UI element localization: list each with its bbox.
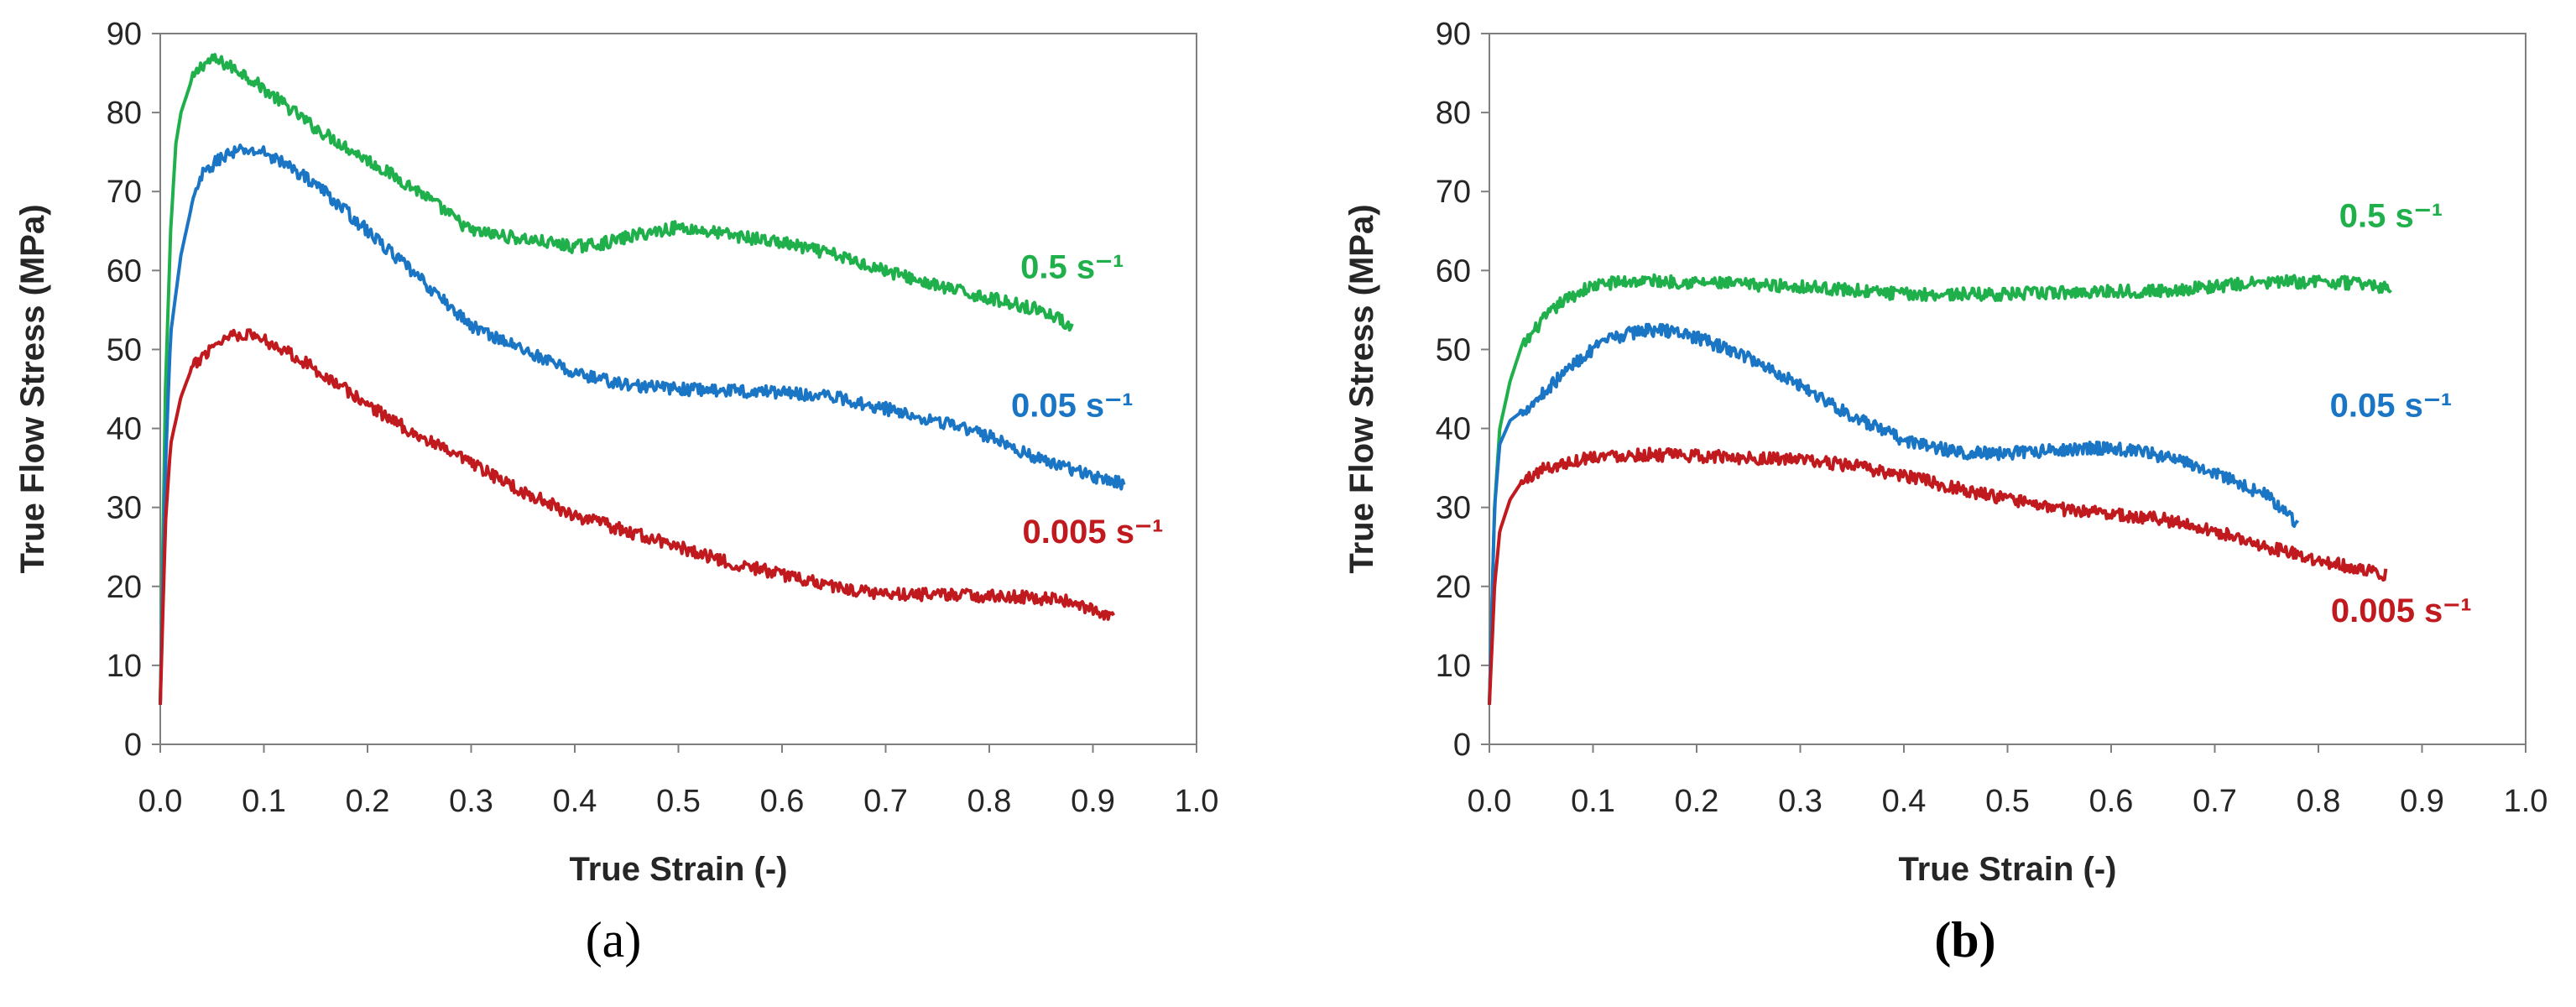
x-tick-label: 0.6 [760,784,805,819]
series-line [159,328,1115,705]
y-tick-label: 50 [1436,332,1471,368]
x-tick-label: 0.5 [1985,784,2030,819]
x-tick-label: 0.9 [1071,784,1115,819]
x-tick-label: 0.7 [2193,784,2237,819]
series-label: 0.05 s⁻¹ [1011,387,1134,424]
x-tick-label: 0.9 [2400,784,2444,819]
x-axis-title: True Strain (-) [1898,851,2116,888]
y-axis-title: True Flow Stress (MPa) [1343,204,1380,573]
x-tick-label: 0.5 [656,784,701,819]
y-tick-label: 70 [107,175,142,210]
x-tick-label: 0.1 [1571,784,1615,819]
x-tick-label: 0.0 [1468,784,1512,819]
x-tick-label: 0.6 [2089,784,2134,819]
series-line [159,53,1074,705]
panel-label: (b) [1934,912,1995,968]
x-axis-title: True Strain (-) [569,851,787,888]
x-tick-label: 0.8 [2297,784,2341,819]
y-tick-label: 20 [1436,570,1471,605]
y-tick-label: 10 [1436,649,1471,684]
x-tick-label: 1.0 [1175,784,1219,819]
series-label: 0.005 s⁻¹ [2331,592,2472,629]
chart-panel-a: 0 10 20 30 40 50 60 70 80 90 0.0 0.1 0.2 0.3 0.4 0.5 0.6… [14,17,1218,968]
x-tick-label: 0.2 [346,784,390,819]
series-label: 0.05 s⁻¹ [2330,387,2453,424]
x-tick-label: 0.1 [242,784,286,819]
series-label: 0.5 s⁻¹ [1020,249,1124,286]
series-line [1488,446,2388,705]
y-tick-label: 40 [107,412,142,447]
y-tick-label: 60 [107,253,142,289]
y-tick-label: 40 [1436,412,1471,447]
y-tick-label: 90 [107,17,142,52]
y-tick-label: 80 [1436,96,1471,131]
y-tick-label: 70 [1436,175,1471,210]
series-line [159,143,1126,705]
series-line [1488,273,2392,705]
x-tick-label: 1.0 [2504,784,2548,819]
y-tick-label: 90 [1436,17,1471,52]
series-label: 0.5 s⁻¹ [2339,198,2443,235]
y-tick-label: 10 [107,649,142,684]
y-tick-label: 30 [107,491,142,526]
y-tick-label: 0 [124,728,142,763]
panel-label: (a) [586,912,642,968]
y-tick-label: 60 [1436,253,1471,289]
y-tick-label: 0 [1453,728,1471,763]
x-tick-label: 0.2 [1675,784,1719,819]
series-line [1488,322,2299,705]
x-tick-label: 0.8 [967,784,1012,819]
x-tick-label: 0.0 [138,784,183,819]
x-tick-label: 0.3 [1778,784,1822,819]
x-tick-label: 0.3 [449,784,493,819]
x-tick-label: 0.4 [553,784,597,819]
y-tick-label: 80 [107,96,142,131]
x-tick-label: 0.7 [863,784,908,819]
chart-panel-b: 0 10 20 30 40 50 60 70 80 90 0.0 0.1 0.2 0.3 0.4 0.5 0.6… [1343,17,2547,968]
y-tick-label: 20 [107,570,142,605]
y-tick-label: 30 [1436,491,1471,526]
y-tick-label: 50 [107,332,142,368]
y-axis-title: True Flow Stress (MPa) [14,204,51,573]
x-tick-label: 0.4 [1882,784,1927,819]
series-label: 0.005 s⁻¹ [1023,514,1164,550]
